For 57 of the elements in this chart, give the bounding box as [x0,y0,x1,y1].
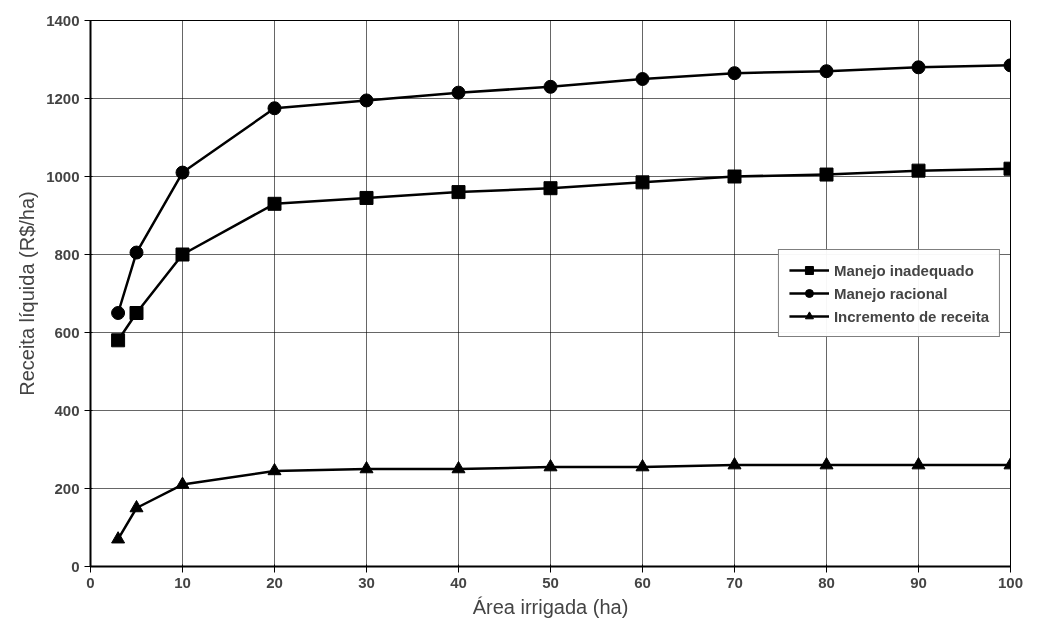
y-tick-label: 200 [54,479,80,497]
point [175,247,190,262]
point [727,457,742,470]
point [635,459,650,472]
legend-label: Incremento de receita [833,307,989,325]
point [451,185,466,200]
point [451,85,466,100]
y-tick-label: 1400 [46,11,80,29]
y-tick-label: 600 [54,323,80,341]
point [819,167,834,182]
legend-label: Manejo inadequado [833,261,974,279]
point [819,457,834,470]
x-axis-title: Área irrigada (ha) [472,595,629,618]
point [635,72,650,86]
x-tick-label: 0 [86,573,95,591]
y-tick-label: 1000 [46,167,80,185]
point [543,181,558,196]
x-tick-label: 10 [174,573,191,591]
point [451,460,466,474]
point [727,66,742,81]
point [727,169,742,184]
point [911,60,926,75]
point [543,459,558,472]
legend-label: Manejo racional [833,284,948,302]
point [911,163,926,178]
point [175,476,190,489]
x-tick-label: 90 [910,573,927,591]
y-tick-label: 1200 [46,89,80,107]
x-tick-label: 50 [542,573,559,591]
x-tick-label: 70 [726,573,743,591]
point [267,462,282,476]
point [359,460,374,474]
point [129,499,144,513]
x-tick-label: 100 [997,573,1024,591]
x-tick-label: 40 [450,573,467,591]
point [267,196,282,211]
x-tick-label: 60 [634,573,651,591]
point [543,79,558,94]
point [111,333,126,348]
point [267,101,282,116]
x-tick-label: 80 [818,573,835,591]
y-tick-label: 800 [54,245,80,263]
y-tick-label: 400 [54,401,80,419]
point [129,245,144,260]
point [911,457,926,470]
x-tick-label: 30 [358,573,375,591]
point [359,93,374,108]
point [635,175,650,190]
point [359,190,374,205]
y-tick-label: 0 [71,557,80,575]
x-tick-label: 20 [266,573,283,591]
point [175,165,190,180]
point [819,64,834,79]
y-axis-title: Receita líquida (R$/ha) [16,191,39,396]
point [129,306,144,320]
point [111,531,126,544]
point [111,306,126,320]
